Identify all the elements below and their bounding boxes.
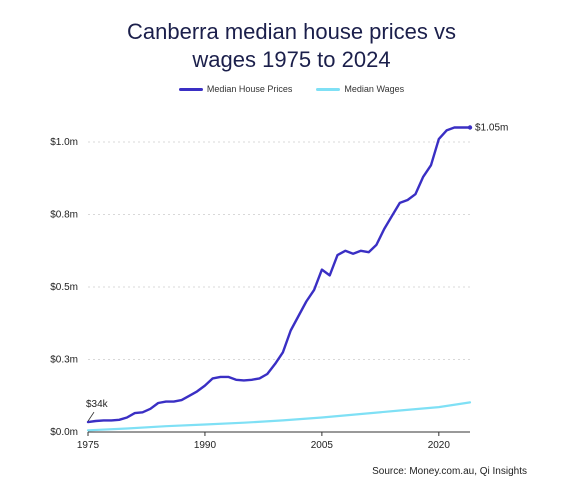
legend-label-wages: Median Wages: [344, 84, 405, 94]
legend-label-house-prices: Median House Prices: [206, 84, 293, 94]
x-tick-label: 2005: [311, 440, 334, 451]
x-tick-label: 1975: [77, 440, 100, 451]
legend-item-house-prices: Median House Prices: [178, 84, 293, 94]
x-tick-label: 1990: [194, 440, 217, 451]
annotation-label-end: $1.05m: [475, 123, 508, 134]
y-tick-label: $0.8m: [50, 210, 78, 221]
x-tick-label: 2020: [428, 440, 451, 451]
y-tick-label: $1.0m: [50, 137, 78, 148]
chart-title-line-2: wages 1975 to 2024: [192, 47, 391, 72]
annotation-marker: [467, 125, 473, 130]
legend-swatch-house-prices: [178, 87, 203, 91]
y-tick-label: $0.3m: [50, 355, 78, 366]
y-tick-label: $0.0m: [50, 427, 78, 438]
chart-title: Canberra median house prices vs wages 19…: [0, 18, 583, 74]
annotation-label-start: $34k: [86, 399, 109, 410]
series-line-house-prices: [86, 126, 472, 424]
annotation-leader: [87, 411, 95, 422]
chart-title-line-1: Canberra median house prices vs: [127, 19, 456, 44]
source-note: Source: Money.com.au, Qi Insights: [372, 466, 527, 477]
series-line-wages: [86, 401, 472, 432]
y-tick-label: $0.5m: [50, 282, 78, 293]
legend-item-wages: Median Wages: [316, 84, 404, 94]
chart-legend: Median House Prices Median Wages: [0, 84, 583, 94]
legend-swatch-wages: [316, 87, 341, 91]
